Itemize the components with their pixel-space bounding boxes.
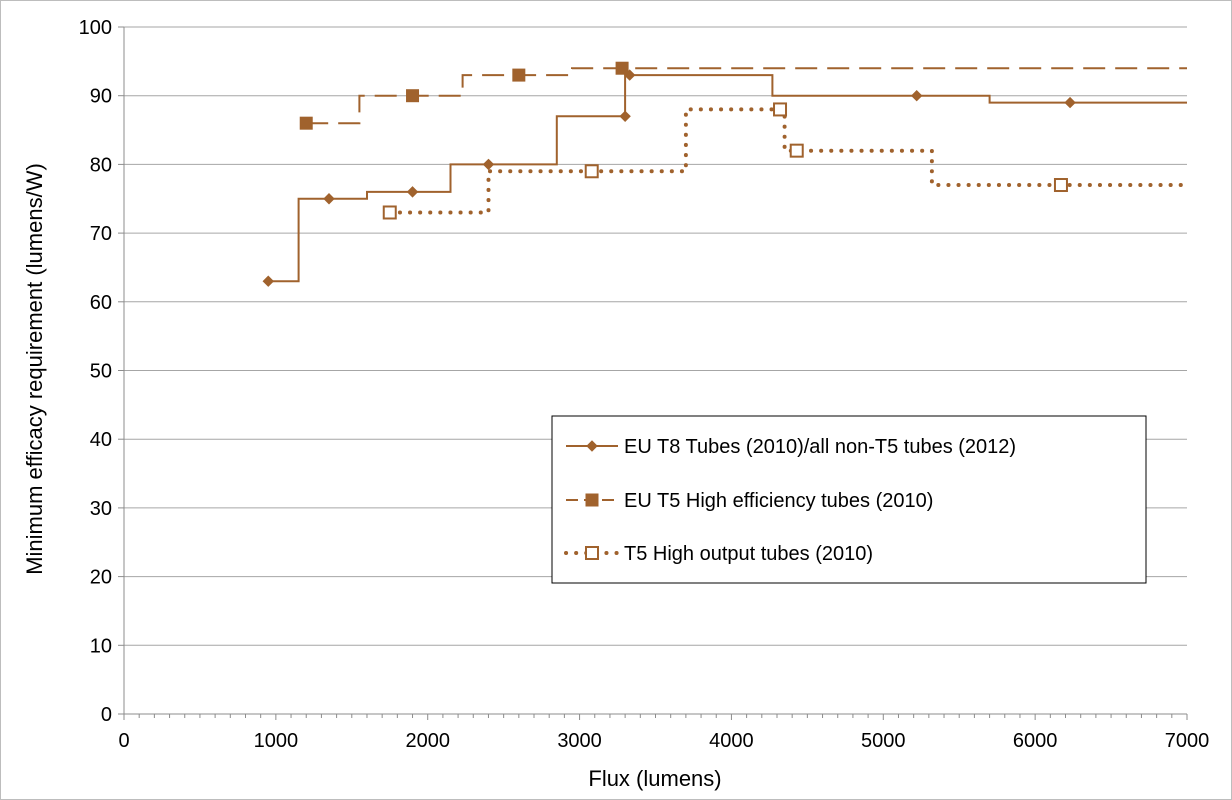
series-2-point-3 bbox=[789, 143, 804, 158]
y-tick-label-30: 30 bbox=[90, 498, 112, 520]
y-tick-label-10: 10 bbox=[90, 635, 112, 657]
y-tick-label-70: 70 bbox=[90, 223, 112, 245]
x-tick-label-3000: 3000 bbox=[557, 730, 602, 752]
series-2-point-4 bbox=[1053, 178, 1068, 193]
series-1-line bbox=[306, 67, 1187, 125]
series-0-point-1 bbox=[323, 193, 335, 205]
x-tick-label-5000: 5000 bbox=[861, 730, 906, 752]
series-2-point-2 bbox=[773, 102, 788, 117]
series-2-point-1 bbox=[584, 164, 599, 179]
series-0-point-7 bbox=[1064, 96, 1076, 109]
y-tick-label-20: 20 bbox=[90, 567, 112, 589]
legend-label-0: EU T8 Tubes (2010)/all non-T5 tubes (201… bbox=[624, 436, 1016, 458]
legend-swatch-marker-2 bbox=[585, 546, 599, 560]
series-layer bbox=[262, 61, 1189, 287]
x-tick-label-4000: 4000 bbox=[709, 730, 754, 752]
gridlines bbox=[124, 26, 1187, 646]
y-tick-label-60: 60 bbox=[90, 292, 112, 314]
legend-label-1: EU T5 High efficiency tubes (2010) bbox=[624, 490, 933, 512]
series-2-point-0 bbox=[382, 205, 397, 220]
y-tick-label-0: 0 bbox=[101, 704, 112, 726]
y-tick-label-80: 80 bbox=[90, 154, 112, 176]
y-tick-label-100: 100 bbox=[79, 17, 112, 39]
series-1-point-3 bbox=[615, 61, 629, 75]
legend-box bbox=[551, 415, 1147, 584]
legend-label-2: T5 High output tubes (2010) bbox=[624, 543, 873, 565]
y-axis-title: Minimum efficacy requirement (lumens/W) bbox=[22, 163, 47, 575]
series-2-line bbox=[387, 107, 1189, 215]
x-tick-label-1000: 1000 bbox=[254, 730, 299, 752]
x-tick-label-2000: 2000 bbox=[405, 730, 450, 752]
series-0-point-0 bbox=[262, 275, 274, 287]
x-axis-title: Flux (lumens) bbox=[588, 766, 721, 791]
legend-swatch-marker-1 bbox=[585, 493, 599, 507]
x-tick-label-7000: 7000 bbox=[1165, 730, 1210, 752]
y-tick-label-90: 90 bbox=[90, 86, 112, 108]
series-0-point-3 bbox=[482, 158, 495, 171]
series-2 bbox=[382, 102, 1189, 220]
series-1 bbox=[299, 61, 1187, 130]
series-0-point-4 bbox=[619, 110, 631, 123]
series-1-point-1 bbox=[406, 89, 420, 103]
series-0-point-2 bbox=[406, 186, 419, 198]
x-tick-label-6000: 6000 bbox=[1013, 730, 1058, 752]
y-tick-label-40: 40 bbox=[90, 429, 112, 451]
legend-swatch-marker-0 bbox=[586, 440, 598, 452]
x-tick-label-0: 0 bbox=[118, 730, 129, 752]
y-tick-label-50: 50 bbox=[90, 361, 112, 383]
legend: EU T8 Tubes (2010)/all non-T5 tubes (201… bbox=[551, 415, 1147, 584]
series-0-point-6 bbox=[910, 89, 923, 102]
series-1-point-0 bbox=[299, 116, 313, 130]
series-1-point-2 bbox=[512, 68, 526, 82]
